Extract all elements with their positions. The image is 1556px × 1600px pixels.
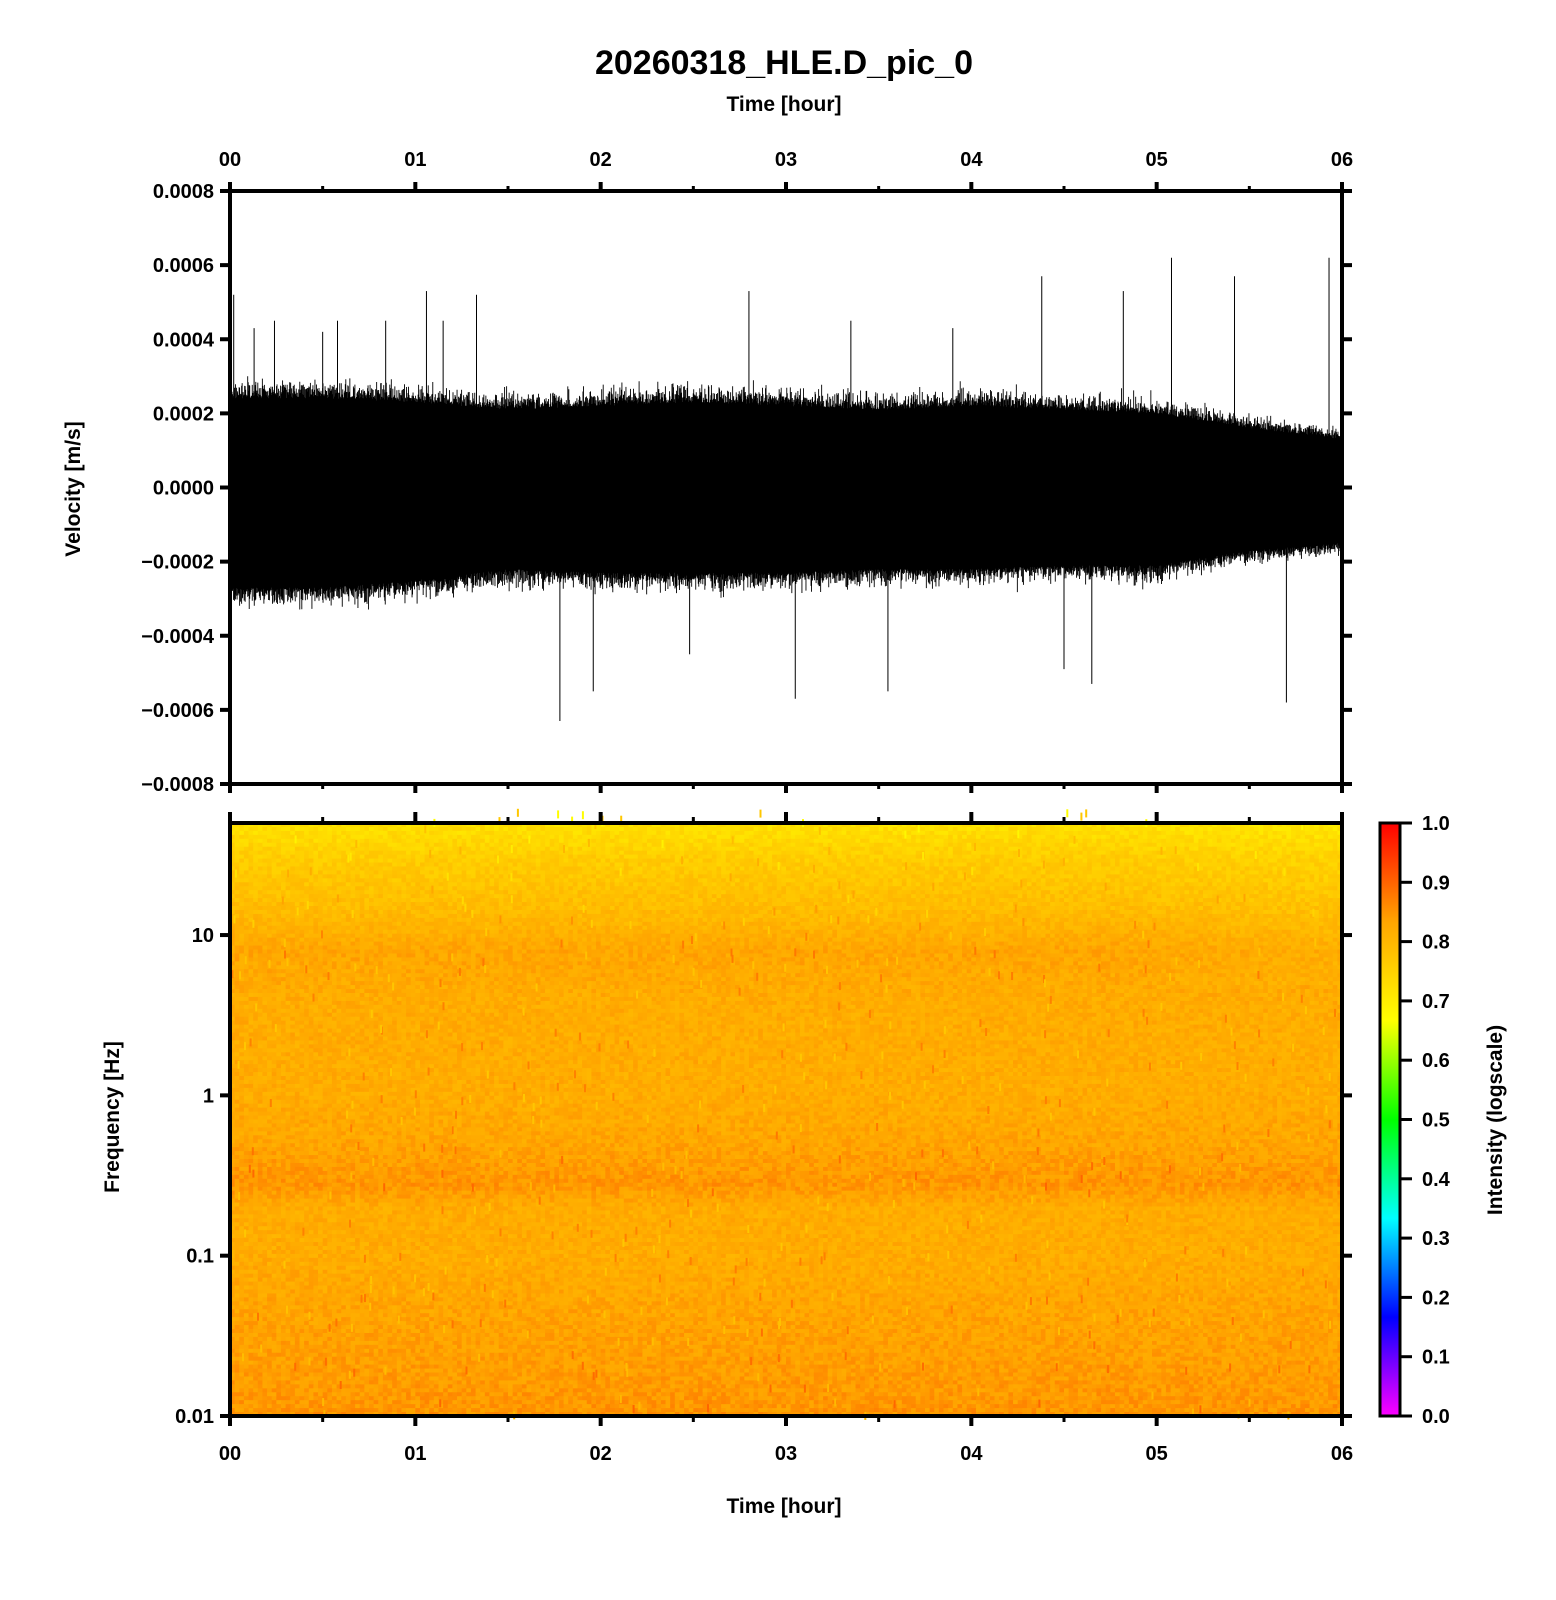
waveform-y-tick-label: 0.0004 [153, 329, 215, 351]
top-time-axis-label: Time [hour] [726, 93, 841, 116]
top-x-tick-label: 05 [1146, 149, 1168, 171]
colorbar-tick-label: 0.1 [1422, 1347, 1450, 1369]
spectrogram-y-tick-label: 0.01 [175, 1406, 214, 1428]
colorbar-tick-label: 1.0 [1422, 813, 1450, 835]
waveform-y-tick-label: −0.0008 [141, 774, 214, 796]
figure-title: 20260318_HLE.D_pic_0 [595, 44, 973, 82]
top-x-tick-label: 03 [775, 149, 797, 171]
colorbar-tick-label: 0.3 [1422, 1228, 1450, 1250]
bottom-x-tick-label: 06 [1331, 1443, 1353, 1465]
spectrogram-y-tick-label: 1 [203, 1085, 214, 1107]
bottom-x-tick-label: 03 [775, 1443, 797, 1465]
bottom-x-tick-label: 04 [960, 1443, 983, 1465]
bottom-time-axis-label: Time [hour] [726, 1495, 841, 1518]
bottom-x-tick-label: 02 [590, 1443, 612, 1465]
colorbar-tick-label: 0.0 [1422, 1406, 1450, 1428]
top-x-tick-label: 00 [219, 149, 241, 171]
colorbar-tick-label: 0.4 [1422, 1169, 1451, 1191]
colorbar: 1.0 0.9 0.8 0.7 0.6 0.5 0.4 0.3 0.2 0.1 0.0 Intens… [1380, 813, 1507, 1428]
colorbar-gradient [1380, 823, 1400, 1416]
colorbar-tick-label: 0.2 [1422, 1287, 1450, 1309]
spectrogram-plot-area [230, 809, 1343, 1420]
spectrogram-y-tick-label: 10 [192, 925, 214, 947]
colorbar-ticks: 1.0 0.9 0.8 0.7 0.6 0.5 0.4 0.3 0.2 0.1 0.0 [1400, 813, 1451, 1428]
spectrogram-panel: Frequency [Hz] 00 01 02 03 04 05 061010.10.01 … [101, 809, 1353, 1518]
waveform-y-axis-label: Velocity [m/s] [62, 421, 85, 556]
bottom-x-tick-label: 01 [404, 1443, 426, 1465]
waveform-y-tick-label: 0.0000 [153, 478, 214, 500]
top-x-tick-label: 04 [960, 149, 983, 171]
spectrogram-y-tick-label: 0.1 [186, 1246, 214, 1268]
waveform-plot-area [230, 258, 1342, 721]
waveform-y-tick-label: 0.0006 [153, 255, 214, 277]
waveform-y-tick-label: −0.0006 [141, 700, 214, 722]
waveform-y-tick-label: 0.0002 [153, 403, 214, 425]
waveform-y-tick-label: −0.0002 [141, 552, 214, 574]
top-x-tick-label: 02 [590, 149, 612, 171]
colorbar-tick-label: 0.8 [1422, 932, 1450, 954]
spectrogram-y-axis-label: Frequency [Hz] [101, 1041, 124, 1193]
bottom-x-tick-label: 05 [1146, 1443, 1168, 1465]
colorbar-tick-label: 0.7 [1422, 991, 1450, 1013]
waveform-panel: Velocity [m/s] 00 01 02 03 04 05 06 0.0008 0.000… [62, 149, 1353, 796]
colorbar-tick-label: 0.6 [1422, 1050, 1450, 1072]
waveform-y-tick-label: −0.0004 [141, 626, 215, 648]
colorbar-tick-label: 0.9 [1422, 872, 1450, 894]
colorbar-label: Intensity (logscale) [1484, 1025, 1507, 1215]
bottom-x-tick-label: 00 [219, 1443, 241, 1465]
colorbar-tick-label: 0.5 [1422, 1110, 1450, 1132]
top-x-tick-label: 06 [1331, 149, 1353, 171]
top-x-tick-label: 01 [404, 149, 426, 171]
waveform-y-tick-label: 0.0008 [153, 181, 214, 203]
